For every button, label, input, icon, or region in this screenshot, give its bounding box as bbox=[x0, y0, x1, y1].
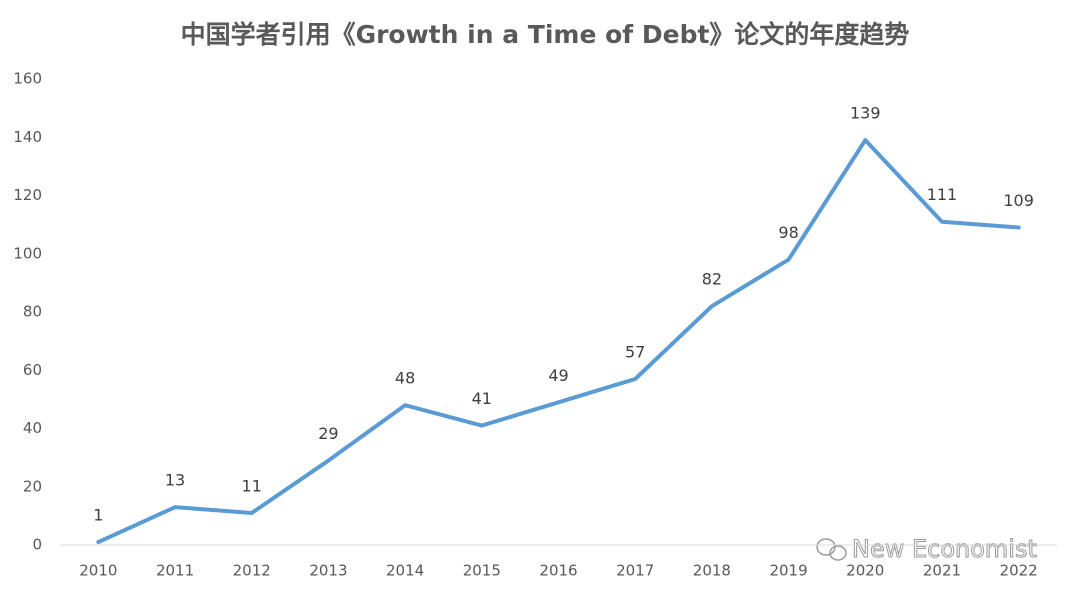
data-label: 29 bbox=[318, 424, 338, 443]
y-tick-label: 120 bbox=[13, 186, 42, 204]
x-tick-label: 2022 bbox=[1000, 562, 1038, 580]
data-label: 109 bbox=[1003, 191, 1034, 210]
x-tick-label: 2012 bbox=[233, 562, 271, 580]
x-tick-label: 2019 bbox=[769, 562, 807, 580]
data-label: 139 bbox=[850, 104, 881, 123]
y-tick-label: 40 bbox=[23, 419, 42, 437]
data-label: 82 bbox=[702, 270, 722, 289]
x-tick-label: 2016 bbox=[539, 562, 577, 580]
x-tick-label: 2018 bbox=[693, 562, 731, 580]
x-tick-label: 2020 bbox=[846, 562, 884, 580]
y-tick-label: 0 bbox=[32, 536, 42, 554]
y-tick-label: 100 bbox=[13, 244, 42, 262]
y-tick-label: 60 bbox=[23, 361, 42, 379]
data-label: 48 bbox=[395, 369, 415, 388]
data-label: 1 bbox=[93, 506, 103, 525]
chart-title: 中国学者引用《Growth in a Time of Debt》论文的年度趋势 bbox=[181, 20, 910, 49]
line bbox=[96, 138, 1021, 545]
watermark-icon bbox=[816, 538, 847, 561]
watermark: New Economist bbox=[852, 535, 1037, 563]
data-label: 111 bbox=[927, 185, 958, 204]
y-tick-label: 140 bbox=[13, 128, 42, 146]
x-tick-label: 2017 bbox=[616, 562, 654, 580]
data-label: 57 bbox=[625, 342, 645, 361]
data-label: 11 bbox=[242, 476, 262, 495]
y-tick-label: 20 bbox=[23, 477, 42, 495]
y-tick-label: 80 bbox=[23, 303, 42, 321]
x-tick-label: 2015 bbox=[463, 562, 501, 580]
x-tick-label: 2021 bbox=[923, 562, 961, 580]
x-tick-label: 2014 bbox=[386, 562, 424, 580]
y-tick-label: 160 bbox=[13, 70, 42, 88]
x-tick-label: 2010 bbox=[79, 562, 117, 580]
x-tick-label: 2011 bbox=[156, 562, 194, 580]
data-label: 41 bbox=[472, 389, 492, 408]
data-label: 13 bbox=[165, 471, 185, 490]
data-label: 49 bbox=[548, 366, 568, 385]
data-label: 98 bbox=[778, 223, 798, 242]
x-tick-label: 2013 bbox=[309, 562, 347, 580]
